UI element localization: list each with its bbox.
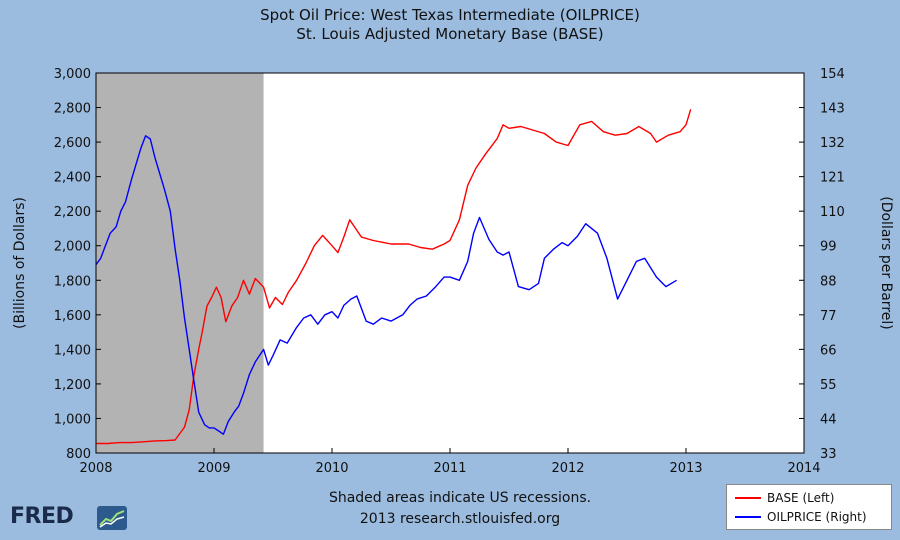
y-right-tick-label: 66 bbox=[820, 343, 837, 358]
y-left-axis-title: (Billions of Dollars) bbox=[12, 197, 28, 329]
y-right-tick-label: 88 bbox=[820, 274, 837, 289]
x-tick-label: 2008 bbox=[79, 461, 112, 476]
chart-title-line-1: Spot Oil Price: West Texas Intermediate … bbox=[260, 6, 640, 24]
legend-label-oilprice: OILPRICE (Right) bbox=[767, 510, 867, 524]
y-left-tick-label: 800 bbox=[66, 447, 91, 462]
legend-label-base: BASE (Left) bbox=[767, 491, 835, 505]
y-right-tick-label: 77 bbox=[820, 309, 837, 324]
y-left-tick-label: 3,000 bbox=[54, 67, 91, 82]
y-right-tick-label: 33 bbox=[820, 447, 837, 462]
x-tick-label: 2012 bbox=[551, 461, 584, 476]
trend-chart-icon bbox=[97, 506, 127, 530]
source-note: 2013 research.stlouisfed.org bbox=[359, 511, 561, 527]
x-tick-label: 2013 bbox=[669, 461, 702, 476]
y-right-axis-title: (Dollars per Barrel) bbox=[878, 196, 894, 329]
fred-logo[interactable]: FRED bbox=[10, 504, 74, 529]
y-left-tick-label: 2,000 bbox=[54, 240, 91, 255]
series-line-base bbox=[96, 109, 692, 445]
y-right-tick-label: 121 bbox=[820, 171, 845, 186]
series-line-oilprice bbox=[95, 135, 677, 435]
chart-legend: BASE (Left) OILPRICE (Right) bbox=[726, 484, 892, 530]
y-right-tick-label: 55 bbox=[820, 378, 837, 393]
y-left-tick-label: 1,400 bbox=[54, 343, 91, 358]
legend-item-oilprice: OILPRICE (Right) bbox=[735, 508, 867, 526]
y-right-tick-label: 110 bbox=[820, 205, 845, 220]
y-left-tick-label: 2,800 bbox=[54, 102, 91, 117]
recession-note: Shaded areas indicate US recessions. bbox=[328, 490, 592, 506]
y-left-tick-label: 2,600 bbox=[54, 136, 91, 151]
y-left-tick-label: 2,200 bbox=[54, 205, 91, 220]
y-right-tick-label: 143 bbox=[820, 102, 845, 117]
legend-item-base: BASE (Left) bbox=[735, 489, 834, 507]
y-left-tick-label: 1,000 bbox=[54, 412, 91, 427]
y-left-tick-label: 1,600 bbox=[54, 309, 91, 324]
y-right-tick-label: 99 bbox=[820, 240, 837, 255]
y-right-tick-label: 132 bbox=[820, 136, 845, 151]
recession-band bbox=[96, 73, 264, 453]
x-tick-label: 2009 bbox=[197, 461, 230, 476]
y-left-tick-label: 1,200 bbox=[54, 378, 91, 393]
y-left-tick-label: 2,400 bbox=[54, 171, 91, 186]
legend-swatch-oilprice bbox=[735, 516, 761, 518]
x-tick-label: 2011 bbox=[433, 461, 466, 476]
y-right-tick-label: 44 bbox=[820, 412, 837, 427]
y-left-tick-label: 1,800 bbox=[54, 274, 91, 289]
chart-title-line-2: St. Louis Adjusted Monetary Base (BASE) bbox=[296, 25, 604, 43]
legend-swatch-base bbox=[735, 497, 761, 499]
x-tick-label: 2014 bbox=[787, 461, 820, 476]
y-right-tick-label: 154 bbox=[820, 67, 845, 82]
x-tick-label: 2010 bbox=[315, 461, 348, 476]
